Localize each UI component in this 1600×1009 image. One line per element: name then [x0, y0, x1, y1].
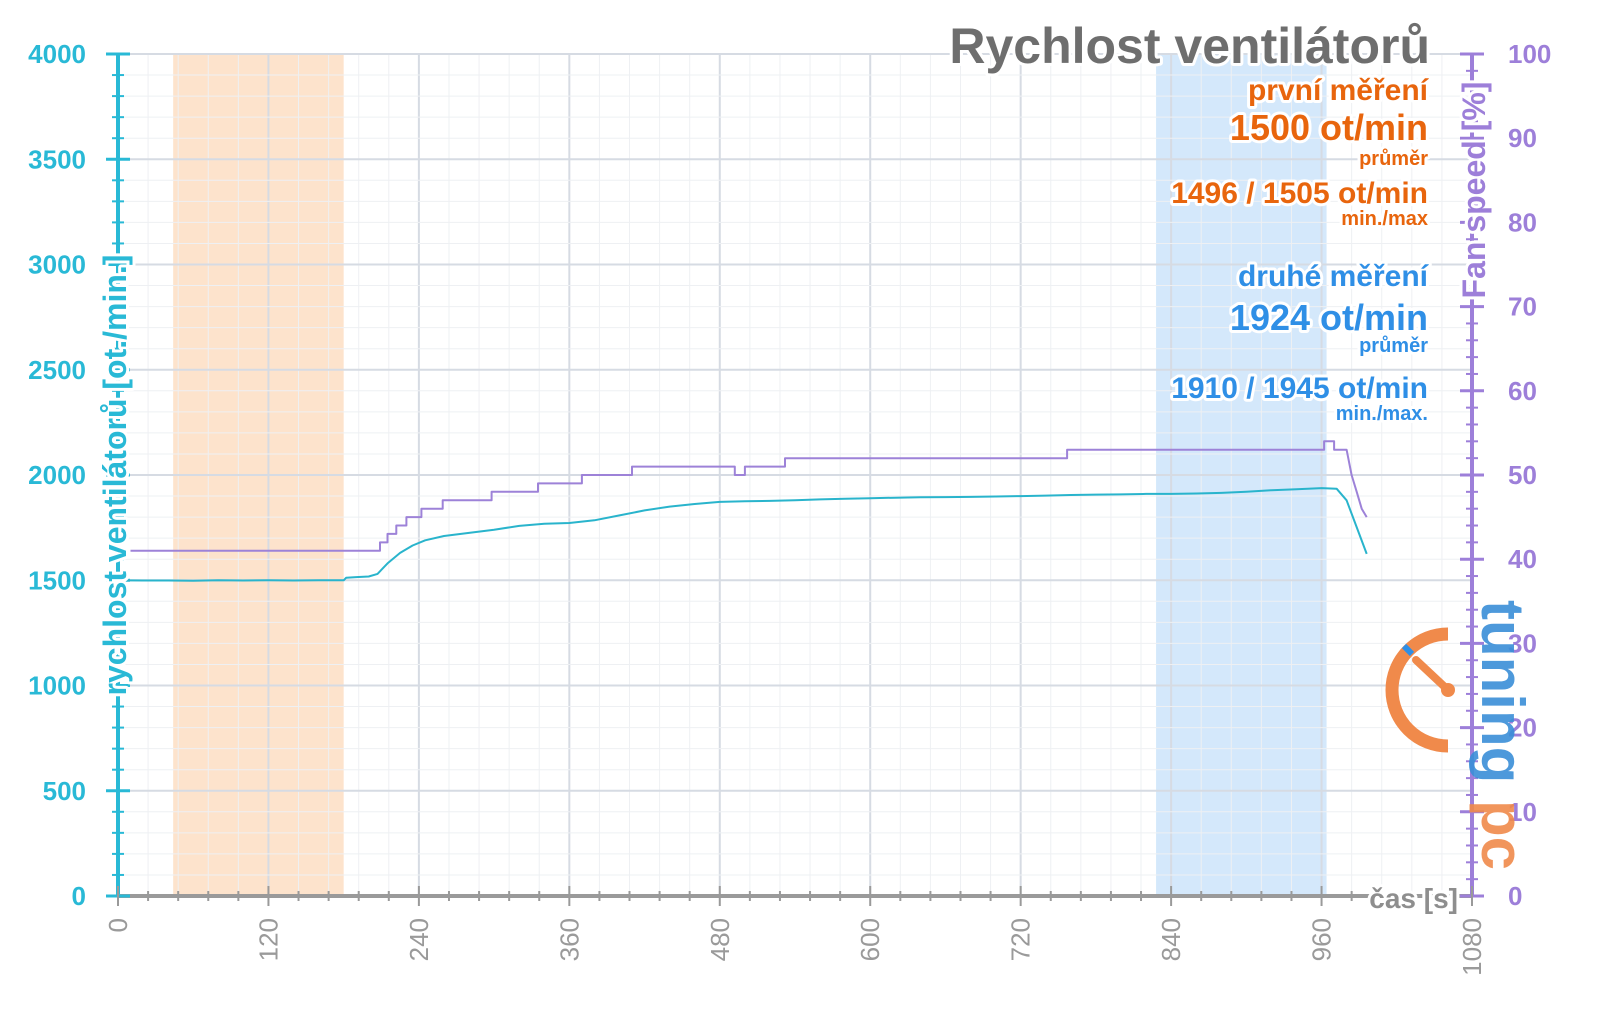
y-right-tick-label: 70 — [1508, 292, 1537, 322]
x-tick-label: 840 — [1156, 918, 1186, 961]
second-measurement-average-label: průměr — [1359, 335, 1428, 357]
x-tick-label: 120 — [253, 918, 283, 961]
y-left-tick-label: 1500 — [28, 565, 86, 595]
y-axis-right-label: Fan speed [%] — [1456, 82, 1492, 299]
x-tick-label: 360 — [554, 918, 584, 961]
y-left-tick-label: 3000 — [28, 250, 86, 280]
first-measurement-minmax: 1496 / 1505 ot/min — [1171, 177, 1428, 210]
pctuning-logo — [1385, 627, 1455, 753]
y-right-tick-label: 100 — [1508, 39, 1551, 69]
first-measurement-heading: první měření — [1248, 74, 1430, 107]
second-measurement-heading: druhé měření — [1238, 260, 1430, 293]
y-right-tick-label: 90 — [1508, 123, 1537, 153]
fan-rpm-line — [117, 487, 1368, 582]
x-tick-label: 720 — [1006, 918, 1036, 961]
second-measurement-minmax: 1910 / 1945 ot/min — [1171, 372, 1428, 405]
x-tick-label: 600 — [855, 918, 885, 961]
first-measurement-average-label: průměr — [1359, 148, 1428, 170]
y-right-tick-label: 40 — [1508, 544, 1537, 574]
x-axis-label: čas [s] — [1369, 883, 1458, 914]
second-measurement-minmax-label: min./max. — [1336, 403, 1428, 425]
x-tick-label: 0 — [103, 918, 133, 932]
fan-percent-line — [130, 440, 1368, 552]
pctuning-watermark-text: tuning — [1469, 600, 1536, 783]
x-tick-label: 960 — [1307, 918, 1337, 961]
y-left-tick-label: 0 — [72, 881, 86, 911]
y-right-tick-label: 60 — [1508, 376, 1537, 406]
y-right-tick-label: 0 — [1508, 881, 1522, 911]
y-left-tick-label: 2500 — [28, 355, 86, 385]
chart-title: Rychlost ventilátorů — [949, 18, 1430, 74]
axes — [106, 52, 1484, 906]
x-tick-label: 1080 — [1457, 918, 1487, 976]
series-lines — [117, 440, 1368, 582]
x-tick-label: 240 — [404, 918, 434, 961]
y-right-tick-label: 50 — [1508, 460, 1537, 490]
y-right-tick-label: 80 — [1508, 207, 1537, 237]
second-measurement-average: 1924 ot/min — [1230, 297, 1428, 338]
y-left-tick-label: 3500 — [28, 144, 86, 174]
first-measurement-average: 1500 ot/min — [1230, 107, 1428, 148]
y-axis-left-label: rychlost ventilátorů [ot./min.] — [97, 255, 133, 696]
y-right-tick-label: 10 — [1508, 797, 1537, 827]
y-left-tick-label: 500 — [43, 776, 86, 806]
y-left-tick-label: 1000 — [28, 671, 86, 701]
pctuning-watermark-pc: pc — [1469, 800, 1536, 870]
y-right-tick-label: 20 — [1508, 713, 1537, 743]
y-left-tick-label: 2000 — [28, 460, 86, 490]
x-tick-label: 480 — [705, 918, 735, 961]
first-measurement-minmax-label: min./max — [1341, 208, 1428, 230]
y-right-tick-label: 30 — [1508, 628, 1537, 658]
tick-labels: 0500100015002000250030003500400001020304… — [28, 39, 1551, 976]
y-left-tick-label: 4000 — [28, 39, 86, 69]
